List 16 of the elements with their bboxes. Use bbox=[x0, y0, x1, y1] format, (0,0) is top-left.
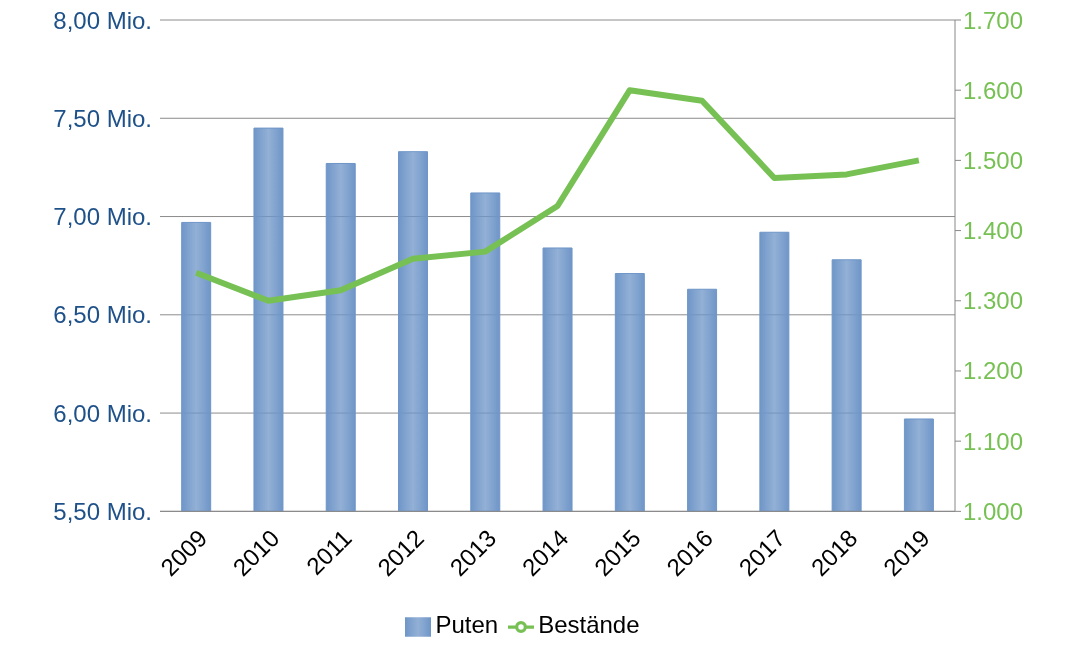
y2-tick-label: 1.600 bbox=[963, 76, 1024, 104]
y-tick-label: 6,00 Mio. bbox=[53, 399, 152, 427]
legend-label: Puten bbox=[435, 611, 499, 639]
y2-tick-label: 1.400 bbox=[963, 217, 1024, 245]
y2-tick-label: 1.700 bbox=[963, 6, 1024, 34]
y-tick-label: 8,00 Mio. bbox=[53, 6, 152, 34]
legend-label: Bestände bbox=[538, 611, 640, 639]
y-tick-label: 6,50 Mio. bbox=[53, 301, 152, 329]
y2-tick-label: 1.500 bbox=[963, 146, 1024, 174]
y2-tick-label: 1.300 bbox=[963, 287, 1024, 315]
y2-tick-label: 1.000 bbox=[963, 497, 1024, 525]
y-tick-label: 7,00 Mio. bbox=[53, 203, 152, 231]
y2-tick-label: 1.100 bbox=[963, 427, 1024, 455]
y-tick-label: 5,50 Mio. bbox=[53, 497, 152, 525]
y-tick-label: 7,50 Mio. bbox=[53, 104, 152, 132]
y2-tick-label: 1.200 bbox=[963, 357, 1024, 385]
